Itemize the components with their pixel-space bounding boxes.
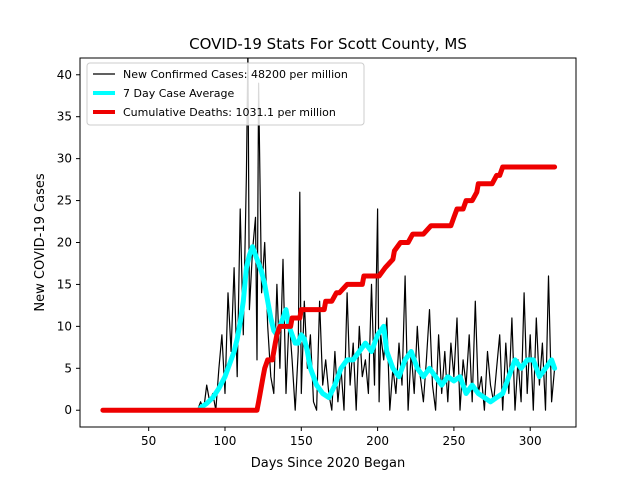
- x-tick-label: 250: [442, 434, 465, 448]
- x-tick-label: 200: [366, 434, 389, 448]
- y-tick-label: 25: [57, 194, 72, 208]
- x-axis-label: Days Since 2020 Began: [251, 456, 406, 471]
- legend-label-7-day-average: 7 Day Case Average: [123, 87, 235, 100]
- y-tick-label: 30: [57, 152, 72, 166]
- y-tick-label: 5: [64, 361, 72, 375]
- chart-title: COVID-19 Stats For Scott County, MS: [189, 35, 467, 53]
- y-tick-label: 20: [57, 236, 72, 250]
- y-tick-label: 35: [57, 110, 72, 124]
- y-tick-label: 40: [57, 68, 72, 82]
- x-tick-label: 100: [214, 434, 237, 448]
- series-line-7-day-average: [198, 244, 558, 411]
- x-axis: 50 100 150 200 250 300: [141, 427, 542, 448]
- legend: New Confirmed Cases: 48200 per million 7…: [86, 62, 365, 126]
- y-axis-label: New COVID-19 Cases: [33, 173, 48, 311]
- y-tick-label: 15: [57, 277, 72, 291]
- legend-box: [86, 62, 365, 126]
- y-tick-label: 10: [57, 319, 72, 333]
- y-tick-label: 0: [64, 403, 72, 417]
- legend-label-new-cases: New Confirmed Cases: 48200 per million: [123, 68, 348, 81]
- y-axis: 0 5 10 15 20 25 30 35 40: [57, 68, 80, 417]
- x-tick-label: 300: [519, 434, 542, 448]
- plot-area: [100, 58, 558, 413]
- series-layer: [100, 58, 558, 413]
- series-line-cumulative-deaths: [100, 164, 558, 413]
- series-line-new-cases: [102, 58, 556, 411]
- x-tick-label: 150: [290, 434, 313, 448]
- x-tick-label: 50: [141, 434, 156, 448]
- legend-label-cumulative-deaths: Cumulative Deaths: 1031.1 per million: [123, 106, 336, 119]
